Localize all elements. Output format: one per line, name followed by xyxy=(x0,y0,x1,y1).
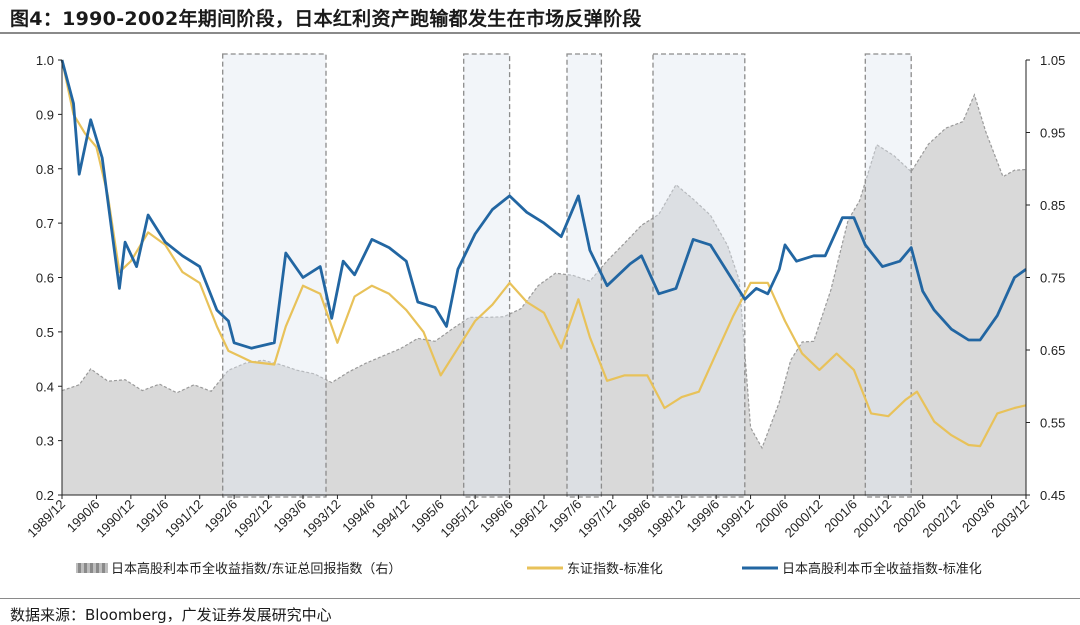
right-axis-tick-label: 0.65 xyxy=(1040,343,1065,358)
chart: 1.0 0.9 0.8 0.7 0.6 0.5 0.4 0.3 0.2 1.05 0.95 0.85 0… xyxy=(24,53,1065,577)
line-series-layer xyxy=(60,59,1027,448)
right-axis-tick-label: 0.85 xyxy=(1040,198,1065,213)
right-axis-tick-label: 0.95 xyxy=(1040,126,1065,141)
dividend-index-line xyxy=(60,59,1027,350)
x-axis-tick-label: 1989/12 xyxy=(24,497,68,541)
area-series-layer xyxy=(61,93,1027,496)
x-axis-tick-label: 2003/12 xyxy=(988,497,1032,541)
left-axis-tick-label: 0.2 xyxy=(36,488,54,503)
legend-label-dividend: 日本高股利本币全收益指数-标准化 xyxy=(782,561,982,577)
right-axis-tick-label: 0.55 xyxy=(1040,416,1065,431)
x-axis-tick-label: 1999/12 xyxy=(713,497,757,541)
x-axis-tick-label: 1990/12 xyxy=(93,497,137,541)
shaded-periods xyxy=(222,53,912,498)
x-axis-tick-label: 1991/12 xyxy=(162,497,206,541)
left-axis-tick-label: 1.0 xyxy=(36,53,54,68)
topix-line xyxy=(60,59,1027,448)
legend-item-dividend: 日本高股利本币全收益指数-标准化 xyxy=(742,561,982,577)
area-series-fill xyxy=(62,94,1026,496)
x-axis-tick-label: 1992/12 xyxy=(231,497,275,541)
legend-item-topix: 东证指数-标准化 xyxy=(527,562,663,577)
left-axis-tick-label: 0.6 xyxy=(36,271,54,286)
left-axis-tick-label: 0.5 xyxy=(36,325,54,340)
source-note: 数据来源：Bloomberg，广发证券发展研究中心 xyxy=(10,606,332,624)
footer-divider xyxy=(0,598,1080,599)
x-axis-tick-label: 1993/12 xyxy=(300,496,344,540)
shaded-period-3 xyxy=(566,53,603,498)
left-axis-tick-label: 0.9 xyxy=(36,107,54,122)
x-axis-tick-label: 1994/12 xyxy=(369,497,413,541)
figure-title: 图4：1990-2002年期间阶段，日本红利资产跑输都发生在市场反弹阶段 xyxy=(10,8,642,30)
legend-swatch-area xyxy=(76,563,108,573)
x-axis-tick-label: 1997/12 xyxy=(575,497,619,541)
left-axis-tick-label: 0.7 xyxy=(36,216,54,231)
legend-label-topix: 东证指数-标准化 xyxy=(567,562,663,577)
shaded-period-1 xyxy=(222,53,327,498)
title-divider xyxy=(0,32,1080,34)
legend: 日本高股利本币全收益指数/东证总回报指数（右） 东证指数-标准化 日本高股利本币… xyxy=(76,561,982,577)
x-axis-tick-label: 1995/12 xyxy=(437,496,481,540)
left-axis-tick-label: 0.4 xyxy=(36,379,54,394)
shaded-period-5 xyxy=(864,53,912,498)
x-axis-tick-label: 2000/12 xyxy=(782,496,826,540)
x-axis-tick-label: 2002/12 xyxy=(919,496,963,540)
x-axis-tick-label: 1998/12 xyxy=(644,497,688,541)
shaded-period-2 xyxy=(463,53,511,498)
right-axis-tick-label: 0.45 xyxy=(1040,488,1065,503)
legend-item-area: 日本高股利本币全收益指数/东证总回报指数（右） xyxy=(76,561,401,577)
left-axis-tick-label: 0.8 xyxy=(36,162,54,177)
right-axis-tick-label: 0.75 xyxy=(1040,271,1065,286)
left-axis-tick-label: 0.3 xyxy=(36,434,54,449)
legend-label-area: 日本高股利本币全收益指数/东证总回报指数（右） xyxy=(111,561,401,577)
x-axis-tick-label: 1996/12 xyxy=(506,497,550,541)
x-axis-tick-label: 2001/12 xyxy=(851,497,895,541)
right-axis-tick-label: 1.05 xyxy=(1040,53,1065,68)
